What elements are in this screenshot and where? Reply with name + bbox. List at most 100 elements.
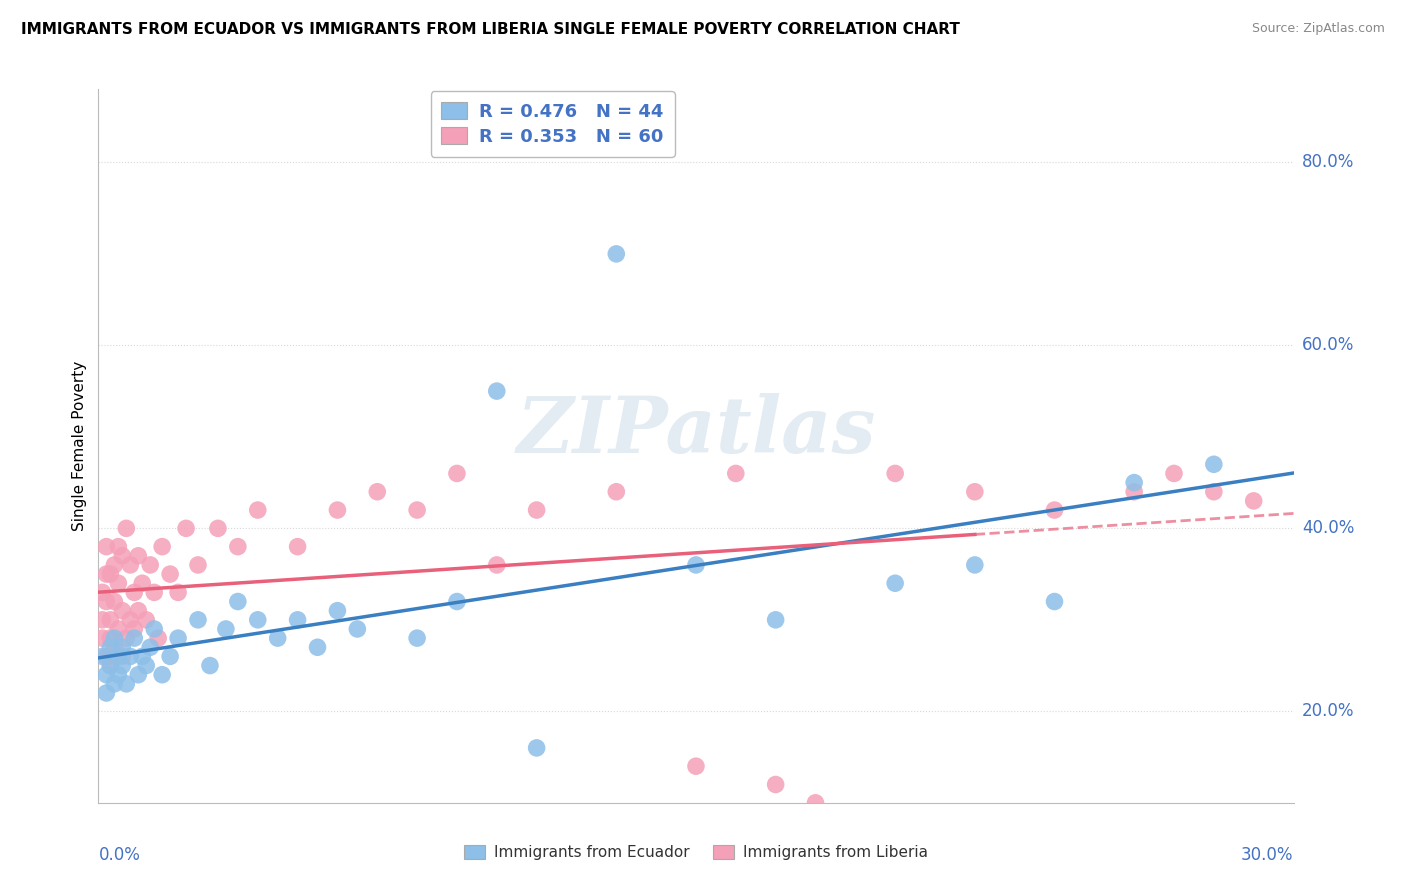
Point (111, 640, 134, 655)
Point (685, 558, 707, 572)
Point (765, 777, 787, 791)
Point (207, 521, 229, 535)
Point (124, 631, 146, 645)
Point (120, 558, 142, 572)
Point (148, 631, 170, 645)
Point (96, 540, 118, 554)
Point (91, 631, 114, 645)
Point (150, 540, 173, 554)
Point (143, 585, 166, 599)
Point (1163, 467, 1185, 481)
Point (963, 558, 986, 572)
Point (131, 576, 153, 591)
Point (111, 549, 134, 563)
Point (605, 247, 627, 261)
Point (267, 631, 290, 645)
Point (98, 658, 122, 673)
Point (446, 594, 468, 608)
Point (485, 558, 508, 572)
Point (1202, 484, 1225, 499)
Point (287, 613, 309, 627)
Point (526, 740, 548, 755)
Point (198, 658, 221, 673)
Point (226, 594, 249, 608)
Point (115, 631, 138, 645)
Point (326, 503, 349, 517)
Point (135, 658, 157, 673)
Point (884, 467, 907, 481)
Point (485, 384, 508, 398)
Point (246, 613, 269, 627)
Y-axis label: Single Female Poverty: Single Female Poverty (72, 361, 87, 531)
Point (107, 622, 129, 636)
Point (111, 604, 134, 618)
Point (446, 467, 468, 481)
Point (139, 558, 162, 572)
Point (124, 585, 146, 599)
Text: Source: ZipAtlas.com: Source: ZipAtlas.com (1251, 22, 1385, 36)
Point (187, 558, 209, 572)
Point (167, 631, 190, 645)
Point (107, 540, 129, 554)
Point (103, 558, 125, 572)
Point (98, 567, 122, 582)
Point (1043, 594, 1066, 608)
Point (246, 503, 269, 517)
Point (159, 649, 181, 664)
Point (115, 521, 138, 535)
Point (215, 622, 238, 636)
Point (226, 540, 249, 554)
Text: 40.0%: 40.0% (1302, 519, 1354, 537)
Point (131, 649, 153, 664)
Point (174, 521, 197, 535)
Point (685, 759, 707, 773)
Point (605, 484, 627, 499)
Point (150, 667, 173, 681)
Point (96, 686, 118, 700)
Point (98, 631, 122, 645)
Point (91, 585, 114, 599)
Text: 20.0%: 20.0% (1302, 702, 1354, 721)
Point (98, 658, 122, 673)
Text: 30.0%: 30.0% (1241, 846, 1294, 863)
Point (135, 613, 157, 627)
Point (103, 631, 125, 645)
Point (406, 503, 429, 517)
Point (127, 667, 149, 681)
Point (127, 604, 149, 618)
Point (963, 484, 986, 499)
Point (406, 631, 429, 645)
Point (107, 649, 129, 664)
Text: 80.0%: 80.0% (1302, 153, 1354, 171)
Point (159, 567, 181, 582)
Point (107, 576, 129, 591)
Point (120, 649, 142, 664)
Point (139, 640, 162, 655)
Text: 0.0%: 0.0% (98, 846, 141, 863)
Point (103, 677, 125, 691)
Point (1243, 494, 1265, 508)
Point (91, 649, 114, 664)
Point (307, 640, 329, 655)
Text: IMMIGRANTS FROM ECUADOR VS IMMIGRANTS FROM LIBERIA SINGLE FEMALE POVERTY CORRELA: IMMIGRANTS FROM ECUADOR VS IMMIGRANTS FR… (21, 22, 960, 37)
Point (804, 796, 827, 810)
Point (98, 613, 122, 627)
Point (1123, 475, 1146, 490)
Point (366, 484, 388, 499)
Point (111, 658, 134, 673)
Point (287, 540, 309, 554)
Point (107, 667, 129, 681)
Point (103, 594, 125, 608)
Point (167, 585, 190, 599)
Text: 60.0%: 60.0% (1302, 336, 1354, 354)
Point (120, 613, 142, 627)
Point (724, 467, 747, 481)
Point (111, 649, 134, 664)
Point (96, 567, 118, 582)
Point (346, 622, 368, 636)
Text: ZIPatlas: ZIPatlas (516, 393, 876, 470)
Point (96, 649, 118, 664)
Point (326, 604, 349, 618)
Point (1043, 503, 1066, 517)
Point (1123, 484, 1146, 499)
